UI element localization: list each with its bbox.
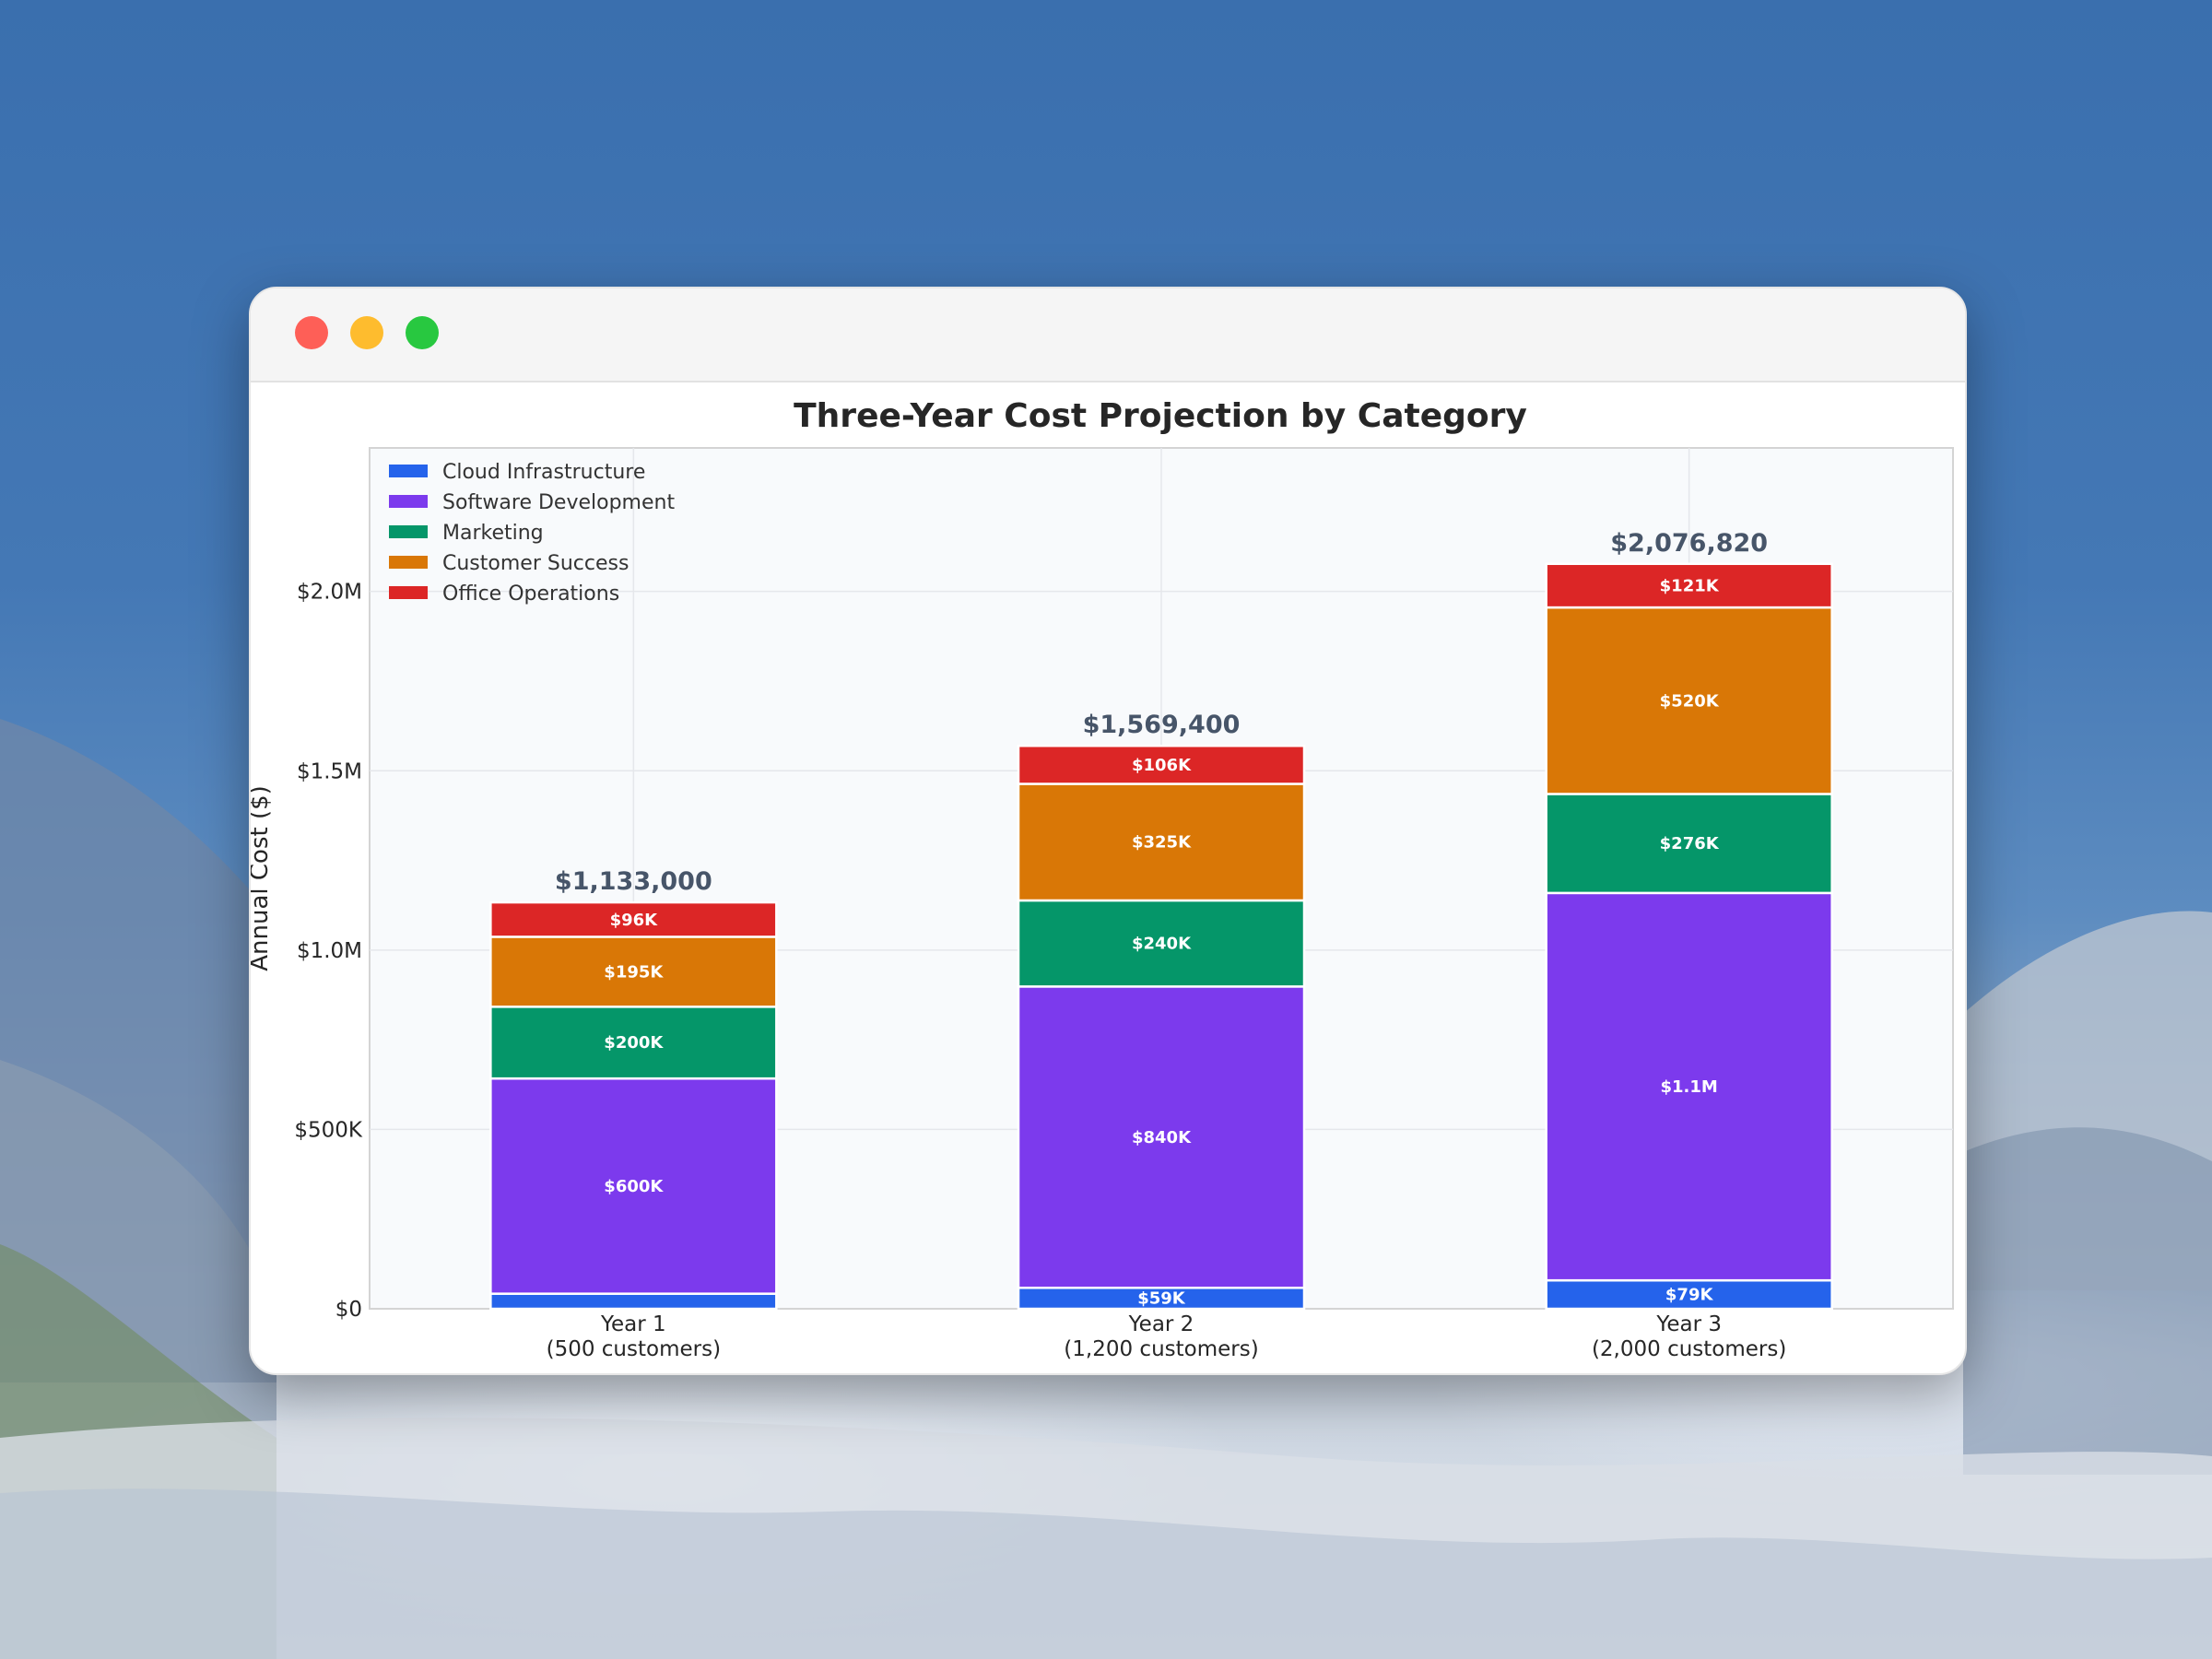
minimize-window-button[interactable]	[350, 316, 383, 349]
legend-item-label: Cloud Infrastructure	[442, 461, 645, 484]
bar-segment	[1017, 985, 1306, 1289]
legend-item-label: Marketing	[442, 522, 544, 545]
legend-swatch	[389, 495, 428, 508]
y-axis-label: Annual Cost ($)	[251, 785, 274, 971]
segment-value-label: $121K	[1660, 576, 1720, 595]
legend-swatch	[389, 465, 428, 477]
segment-value-label: $96K	[610, 911, 659, 930]
bar-segment	[489, 1006, 778, 1080]
legend-swatch	[389, 525, 428, 538]
segment-value-label: $520K	[1660, 691, 1720, 711]
bar-total-label: $2,076,820	[1610, 529, 1768, 558]
bar-segment	[1545, 606, 1833, 795]
segment-value-label: $195K	[604, 962, 664, 982]
legend-item-label: Office Operations	[442, 582, 619, 606]
segment-value-label: $276K	[1660, 834, 1720, 853]
segment-value-label: $1.1M	[1661, 1077, 1718, 1097]
y-axis: $0 $500K $1.0M $1.5M $2.0M	[294, 581, 363, 1322]
legend-swatch	[389, 586, 428, 599]
bar-segment	[1017, 744, 1306, 785]
legend-swatch	[389, 556, 428, 569]
bar-segment	[489, 1292, 778, 1311]
x-tick-label: (1,200 customers)	[1064, 1337, 1258, 1361]
x-tick-label: (2,000 customers)	[1592, 1337, 1786, 1361]
y-tick-label: $0	[335, 1298, 362, 1322]
y-tick-label: $500K	[294, 1118, 363, 1142]
bar-total-label: $1,569,400	[1083, 711, 1241, 739]
close-window-button[interactable]	[295, 316, 328, 349]
bar-segment	[1017, 899, 1306, 988]
x-tick-label: Year 1	[600, 1312, 666, 1336]
chart-title: Three-Year Cost Projection by Category	[794, 397, 1527, 435]
bar-segment	[1545, 562, 1833, 609]
y-tick-label: $1.0M	[297, 939, 362, 963]
bars-group: $600K $200K $195K $96K $1,133,000 $59K $840K $2…	[489, 529, 1833, 1311]
legend-item-label: Customer Success	[442, 552, 629, 575]
legend-item-label: Software Development	[442, 491, 675, 514]
segment-value-label: $840K	[1132, 1128, 1192, 1147]
x-tick-label: (500 customers)	[547, 1337, 721, 1361]
segment-value-label: $200K	[604, 1033, 664, 1053]
segment-value-label: $325K	[1132, 833, 1192, 853]
segment-value-label: $600K	[604, 1177, 664, 1196]
bar-segment	[489, 935, 778, 1008]
segment-value-label: $59K	[1137, 1289, 1186, 1309]
y-tick-label: $1.5M	[297, 759, 362, 783]
x-axis: Year 1(500 customers) Year 2(1,200 custom…	[547, 1312, 1787, 1361]
app-window: Three-Year Cost Projection by Category $…	[249, 287, 1967, 1375]
segment-value-label: $79K	[1665, 1286, 1714, 1305]
x-tick-label: Year 3	[1655, 1312, 1722, 1336]
window-titlebar	[251, 288, 1965, 382]
bar-segment	[1545, 891, 1833, 1282]
x-tick-label: Year 2	[1128, 1312, 1194, 1336]
segment-value-label: $106K	[1132, 756, 1192, 775]
bar-segment	[1017, 782, 1306, 902]
chart-legend: Cloud Infrastructure Software Development…	[389, 461, 675, 606]
bar-segment	[489, 900, 778, 938]
stacked-bar-chart: Three-Year Cost Projection by Category $…	[251, 397, 1954, 1361]
bar-total-label: $1,133,000	[555, 867, 712, 896]
segment-value-label: $240K	[1132, 935, 1192, 954]
bar-segment	[1545, 1278, 1833, 1311]
y-tick-label: $2.0M	[297, 581, 362, 605]
bar-segment	[489, 1077, 778, 1295]
bar-segment	[1545, 793, 1833, 895]
maximize-window-button[interactable]	[406, 316, 439, 349]
